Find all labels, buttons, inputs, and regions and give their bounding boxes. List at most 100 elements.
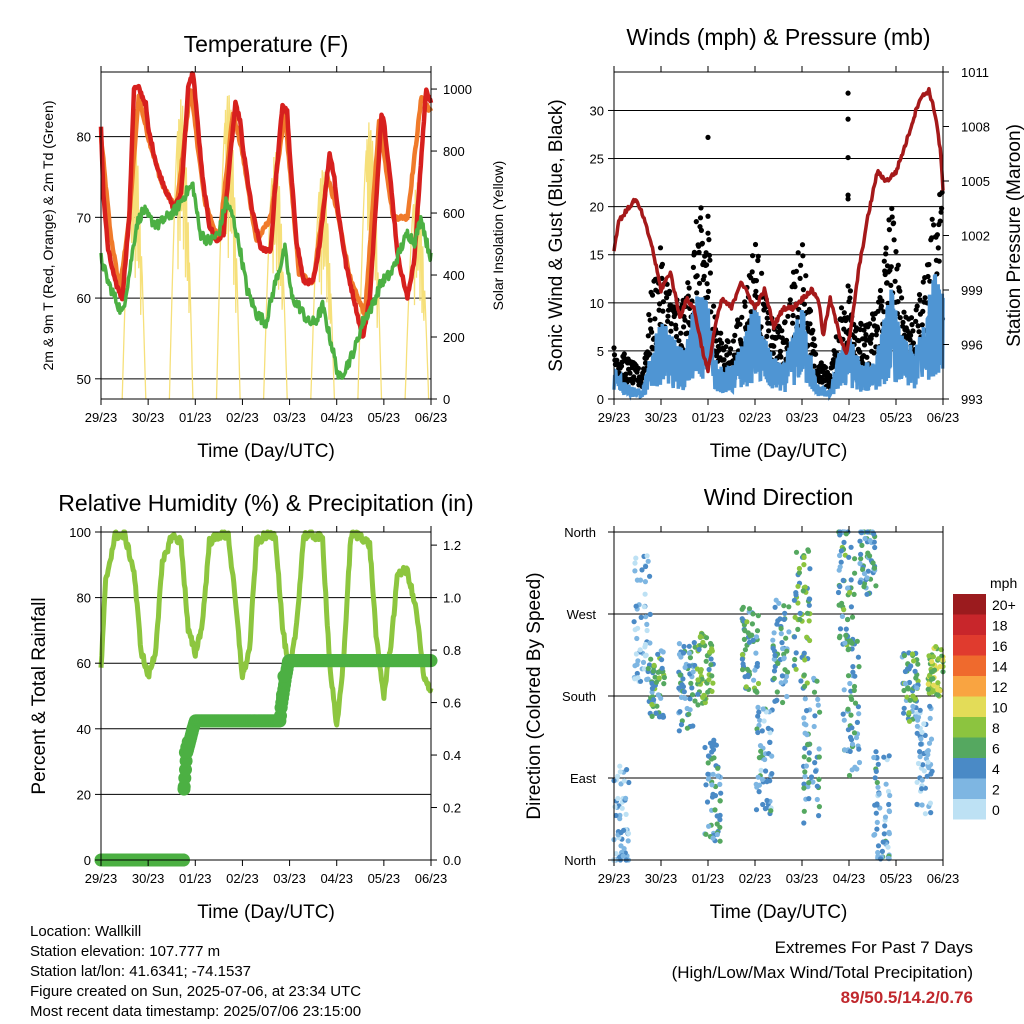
gust-point — [909, 322, 915, 328]
direction-point — [753, 650, 759, 656]
gust-point — [864, 354, 870, 360]
direction-point — [643, 563, 649, 570]
direction-point — [909, 651, 916, 657]
gust-point — [678, 330, 684, 336]
direction-point — [816, 776, 822, 783]
y-tick-label: 70 — [77, 210, 91, 225]
x-tick-label: 30/23 — [645, 410, 678, 425]
y-axis-label: Percent & Total Rainfall — [29, 597, 50, 794]
direction-point — [680, 684, 687, 690]
direction-point — [782, 667, 788, 673]
gust-point — [782, 319, 788, 325]
direction-point — [795, 600, 801, 606]
direction-point — [677, 709, 683, 715]
direction-point — [642, 653, 649, 659]
direction-point — [649, 680, 655, 687]
direction-point — [755, 704, 761, 711]
x-tick-label: 29/23 — [598, 410, 631, 425]
direction-point — [701, 692, 707, 699]
direction-point — [708, 662, 714, 668]
direction-point — [779, 640, 785, 646]
direction-point — [850, 664, 856, 670]
direction-point — [641, 666, 648, 672]
gust-point — [860, 361, 866, 367]
gust-point — [795, 314, 801, 321]
direction-point — [617, 769, 623, 775]
direction-point — [626, 779, 632, 786]
direction-point — [935, 687, 941, 693]
x-axis-label: Time (Day/UTC) — [710, 441, 848, 462]
direction-point — [712, 807, 718, 813]
direction-point — [690, 723, 696, 729]
y-tick-label: 20 — [590, 200, 604, 215]
gust-point — [652, 316, 658, 322]
x-tick-label: 02/23 — [739, 871, 772, 886]
gust-point — [727, 350, 733, 356]
direction-point — [874, 801, 880, 807]
direction-point — [850, 669, 856, 675]
gust-point — [907, 337, 913, 343]
direction-point — [837, 583, 843, 590]
direction-point — [846, 772, 853, 779]
gust-point — [715, 343, 721, 350]
gust-point — [771, 343, 777, 349]
x-axis-label: Time (Day/UTC) — [197, 441, 335, 462]
direction-point — [776, 600, 782, 606]
gust-point — [920, 308, 926, 314]
panel-2: Winds (mph) & Pressure (mb) Time (Day/UTC… — [546, 24, 1024, 462]
gust-point — [681, 324, 687, 330]
direction-point — [623, 811, 629, 818]
gust-point — [920, 279, 926, 285]
gust-point — [922, 295, 928, 301]
direction-point — [642, 591, 648, 597]
gust-point — [878, 303, 885, 309]
legend-label: 4 — [992, 761, 1000, 777]
gust-point — [721, 357, 727, 363]
direction-point — [849, 614, 856, 620]
gust-point — [647, 317, 653, 323]
direction-point — [914, 801, 920, 808]
gust-point — [645, 333, 651, 339]
direction-point — [691, 640, 697, 646]
direction-point — [935, 692, 941, 698]
gust-point — [910, 328, 916, 334]
gust-point — [908, 332, 914, 338]
y-right-tick-label: 996 — [961, 338, 983, 353]
gust-point — [936, 258, 942, 264]
direction-point — [705, 776, 712, 782]
direction-point — [632, 560, 638, 566]
direction-point — [703, 658, 709, 664]
gust-point — [847, 288, 854, 294]
gust-point — [810, 327, 816, 333]
gust-point — [692, 250, 698, 256]
direction-point — [645, 665, 651, 672]
x-tick-label: 06/23 — [415, 871, 448, 886]
direction-point — [751, 677, 757, 683]
y-right-tick-label: 1002 — [961, 229, 990, 244]
direction-point — [651, 662, 657, 669]
direction-point — [742, 647, 749, 653]
direction-point — [778, 680, 784, 686]
gust-point — [699, 240, 706, 246]
direction-point — [849, 767, 855, 773]
y-tick-label: 30 — [590, 103, 604, 118]
gust-point — [845, 192, 851, 198]
direction-point — [660, 649, 666, 655]
direction-point — [742, 628, 748, 634]
direction-point — [797, 610, 803, 616]
legend-swatch — [953, 655, 986, 676]
series-2m-dewpoint — [99, 181, 433, 380]
direction-point — [919, 786, 925, 792]
direction-point — [912, 668, 918, 674]
direction-point — [929, 669, 935, 675]
direction-point — [705, 771, 711, 777]
direction-point — [770, 645, 776, 651]
gust-point — [868, 340, 874, 346]
direction-point — [755, 613, 761, 619]
direction-point — [753, 781, 759, 787]
y-tick-label: 5 — [597, 344, 604, 359]
direction-point — [697, 634, 704, 640]
direction-point — [912, 696, 919, 702]
direction-point — [802, 769, 808, 775]
